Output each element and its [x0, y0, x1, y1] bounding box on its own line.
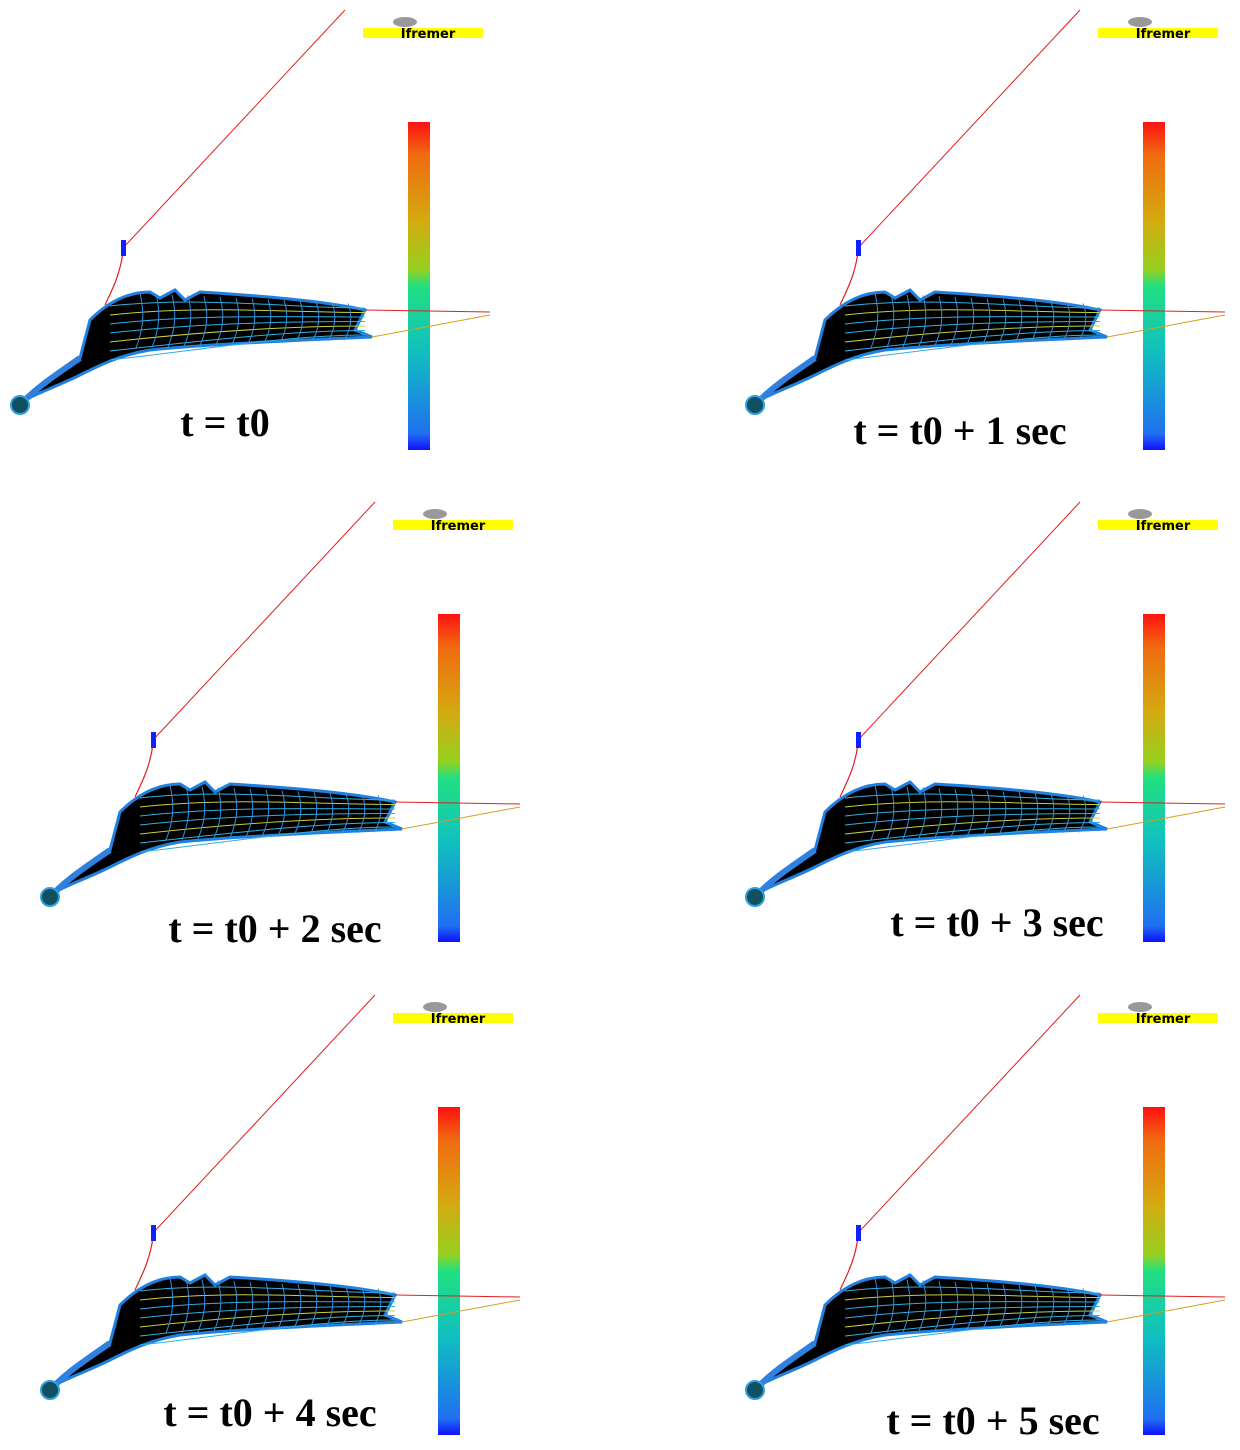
cable: [858, 502, 1080, 740]
panel: Ifremer t = t0 + 2 sec: [41, 502, 520, 951]
logo-text: Ifremer: [401, 27, 456, 42]
logo-icon: [423, 1002, 447, 1012]
time-label: t = t0 + 5 sec: [886, 1398, 1099, 1443]
color-bar: [408, 122, 430, 450]
float: [151, 1225, 156, 1241]
logo-icon: [393, 17, 417, 27]
warp: [1107, 1300, 1225, 1322]
float: [856, 1225, 861, 1241]
warp: [1107, 807, 1225, 829]
panel: Ifremer t = t0: [11, 10, 490, 450]
catch: [41, 888, 59, 906]
cable: [858, 995, 1080, 1233]
panel: Ifremer t = t0 + 1 sec: [746, 10, 1225, 453]
catch: [41, 1381, 59, 1399]
cable: [153, 502, 375, 740]
cable: [123, 10, 345, 248]
logo-text: Ifremer: [431, 519, 486, 534]
panel: Ifremer t = t0 + 4 sec: [41, 995, 520, 1435]
catch: [746, 396, 764, 414]
logo-text: Ifremer: [1136, 27, 1191, 42]
warp: [402, 807, 520, 829]
time-label: t = t0 + 4 sec: [163, 1390, 376, 1435]
panel: Ifremer t = t0 + 3 sec: [746, 502, 1225, 945]
float: [151, 732, 156, 748]
color-bar: [1143, 614, 1165, 942]
logo-icon: [1128, 509, 1152, 519]
figure: Ifremer t = t0 Ifremer t = t0 + 1 sec Ifre…: [0, 0, 1240, 1450]
panel: Ifremer t = t0 + 5 sec: [746, 995, 1225, 1443]
catch: [11, 396, 29, 414]
time-label: t = t0 + 3 sec: [890, 900, 1103, 945]
catch: [746, 1381, 764, 1399]
warp: [372, 315, 490, 337]
time-label: t = t0: [180, 400, 269, 445]
time-label: t = t0 + 1 sec: [853, 408, 1066, 453]
color-bar: [1143, 1107, 1165, 1435]
logo-text: Ifremer: [1136, 519, 1191, 534]
float: [856, 732, 861, 748]
logo-text: Ifremer: [431, 1012, 486, 1027]
color-bar: [1143, 122, 1165, 450]
time-label: t = t0 + 2 sec: [168, 906, 381, 951]
cable: [153, 995, 375, 1233]
logo-icon: [1128, 1002, 1152, 1012]
logo-icon: [1128, 17, 1152, 27]
logo-icon: [423, 509, 447, 519]
cable: [858, 10, 1080, 248]
float: [856, 240, 861, 256]
warp: [1107, 315, 1225, 337]
float: [121, 240, 126, 256]
logo-text: Ifremer: [1136, 1012, 1191, 1027]
catch: [746, 888, 764, 906]
color-bar: [438, 1107, 460, 1435]
color-bar: [438, 614, 460, 942]
warp: [402, 1300, 520, 1322]
